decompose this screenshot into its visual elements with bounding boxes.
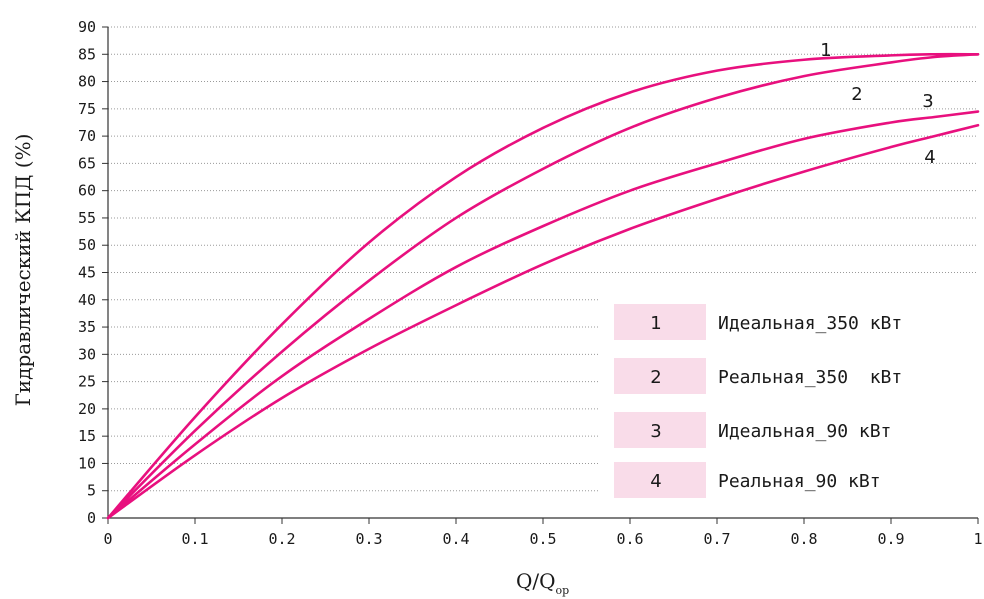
curve-label-3: 3 [922,91,933,112]
x-tick-label: 0.4 [442,530,469,548]
x-tick-label: 0.3 [355,530,382,548]
y-tick-label: 60 [78,182,96,200]
legend-number-2: 2 [650,367,661,388]
y-tick-label: 30 [78,345,96,363]
legend-swatch-2 [614,358,706,394]
x-tick-label: 0.8 [790,530,817,548]
y-tick-label: 5 [87,482,96,500]
legend-label-2: Реальная_350 кВт [718,367,902,388]
y-tick-label: 65 [78,154,96,172]
x-tick-label: 0.7 [703,530,730,548]
curve-label-2: 2 [851,84,862,105]
legend-label-4: Реальная_90 кВт [718,471,881,492]
y-tick-labels: 0 5 10 15 20 25 30 35 40 45 50 55 60 65 70 75 80 85 90 [78,18,108,527]
y-tick-label: 75 [78,100,96,118]
grid-lines [108,26,978,492]
x-tick-label: 1 [973,530,982,548]
legend-label-1: Идеальная_350 кВт [718,313,902,334]
y-tick-label: 85 [78,45,96,63]
y-tick-label: 20 [78,400,96,418]
legend-number-1: 1 [650,313,661,334]
x-axis-title-subscript: ор [556,584,570,597]
y-axis-title: Гидравлический КПД (%) [11,134,35,407]
x-tick-label: 0 [103,530,112,548]
x-tick-label: 0.5 [529,530,556,548]
y-tick-label: 80 [78,73,96,91]
y-tick-label: 35 [78,318,96,336]
y-tick-label: 25 [78,373,96,391]
x-tick-label: 0.2 [268,530,295,548]
legend-swatch-3 [614,412,706,448]
x-tick-label: 0.6 [616,530,643,548]
y-tick-label: 55 [78,209,96,227]
series-line-3 [106,110,980,520]
series-line-1 [106,52,980,520]
y-tick-label: 40 [78,291,96,309]
y-tick-label: 50 [78,236,96,254]
legend: 1 Идеальная_350 кВт 2 Реальная_350 кВт 3 Идеа… [600,296,978,504]
x-axis-title: Q/Qор [516,569,569,597]
series-lines [106,52,980,520]
series-line-4 [106,123,980,520]
y-tick-label: 70 [78,127,96,145]
legend-number-4: 4 [650,471,661,492]
curve-label-4: 4 [924,147,935,168]
x-tick-label: 0.1 [181,530,208,548]
legend-label-3: Идеальная_90 кВт [718,421,891,442]
legend-number-3: 3 [650,421,661,442]
legend-swatch-4 [614,462,706,498]
x-axis-title-main: Q/Q [516,569,556,593]
y-tick-label: 10 [78,454,96,472]
y-tick-label: 0 [87,509,96,527]
series-line-2 [106,52,980,520]
curve-label-1: 1 [820,40,831,61]
x-tick-label: 0.9 [877,530,904,548]
y-tick-label: 15 [78,427,96,445]
y-tick-label: 45 [78,264,96,282]
legend-swatch-1 [614,304,706,340]
y-tick-label: 90 [78,18,96,36]
x-tick-labels: 0 0.1 0.2 0.3 0.4 0.5 0.6 0.7 0.8 0.9 1 [103,518,983,548]
curve-number-labels: 1 2 3 4 [820,40,935,168]
